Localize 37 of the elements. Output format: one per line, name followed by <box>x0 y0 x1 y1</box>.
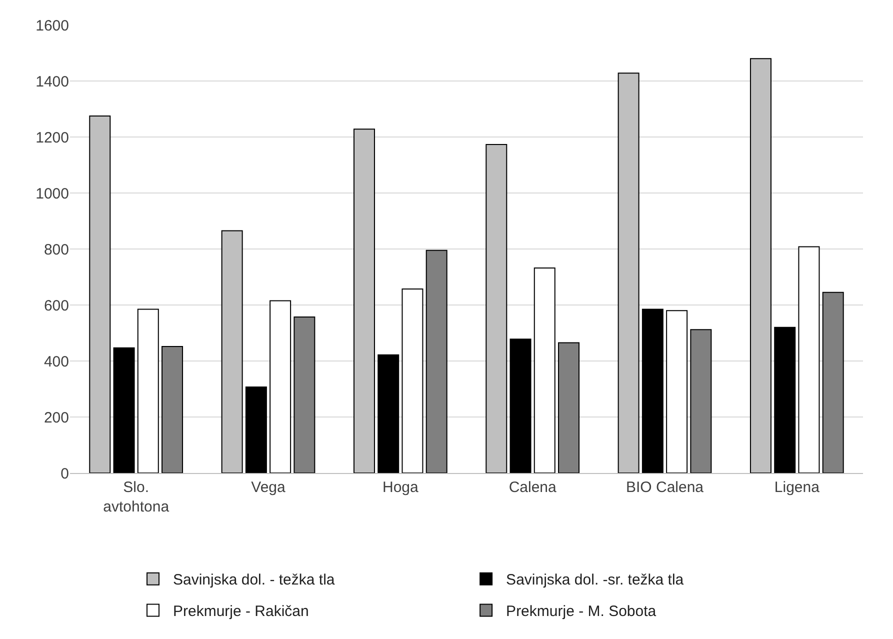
bar <box>774 326 796 473</box>
bar <box>113 347 135 473</box>
legend-label: Savinjska dol. - težka tla <box>173 572 336 589</box>
bar <box>137 308 159 473</box>
x-tick-label: Hoga <box>382 479 420 496</box>
bar <box>162 346 184 473</box>
x-tick-label: Calena <box>508 479 557 496</box>
bar <box>378 354 400 473</box>
bar <box>402 288 424 473</box>
bar <box>510 338 532 473</box>
bar <box>270 300 292 473</box>
x-tick-label: Ligena <box>774 479 820 496</box>
bar <box>426 250 448 473</box>
legend-label: Savinjska dol. -sr. težka tla <box>506 572 684 589</box>
bar <box>822 292 844 473</box>
x-tick-label: Slo. avtohtona <box>103 479 170 516</box>
y-tick-label: 1400 <box>36 73 69 90</box>
y-tick-label: 400 <box>44 353 69 370</box>
y-tick-label: 200 <box>44 409 69 426</box>
y-tick-label: 1000 <box>36 185 69 202</box>
y-tick-label: 600 <box>44 297 69 314</box>
bar <box>294 316 316 473</box>
y-tick-label: 0 <box>60 465 69 482</box>
bar <box>534 268 556 473</box>
legend-label: Prekmurje - M. Sobota <box>506 603 657 620</box>
x-tick-label: BIO Calena <box>626 479 704 496</box>
bar <box>642 308 664 473</box>
bar <box>690 329 712 473</box>
legend-label: Prekmurje - Rakičan <box>173 603 309 620</box>
y-tick-label: 1600 <box>36 17 69 34</box>
bar <box>558 342 580 473</box>
y-tick-label: 1200 <box>36 129 69 146</box>
bar <box>245 386 267 473</box>
x-tick-label: Vega <box>251 479 286 496</box>
y-tick-label: 800 <box>44 241 69 258</box>
bar <box>666 310 688 473</box>
bar <box>798 246 820 473</box>
